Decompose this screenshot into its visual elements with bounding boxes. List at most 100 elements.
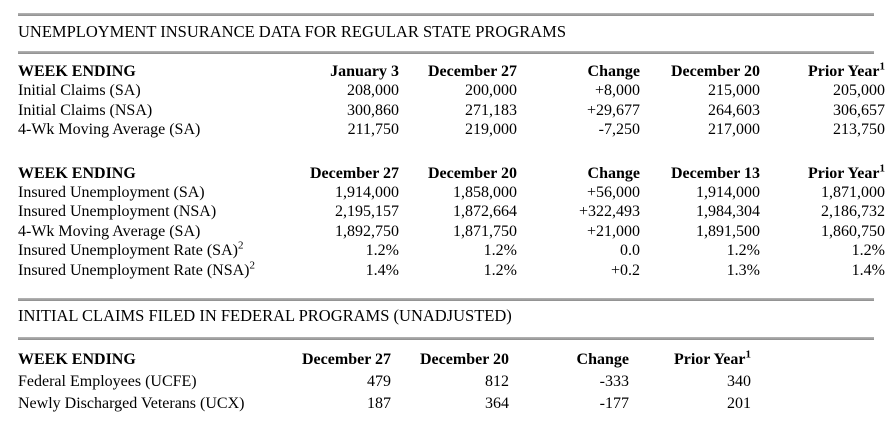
- cell-value: 1.2%: [851, 242, 885, 260]
- header-prior-year-label: Prior Year: [807, 164, 880, 182]
- divider-top: [18, 13, 874, 16]
- cell-value: +0.2: [610, 261, 640, 279]
- header-december-27: December 27: [310, 164, 399, 182]
- header-december-20: December 20: [428, 164, 517, 182]
- cell-value: -333: [599, 373, 629, 391]
- table-row-ucx: Newly Discharged Veterans (UCX) 187 364 …: [18, 393, 751, 415]
- cell-value: 1,914,000: [696, 184, 760, 202]
- state-programs-section-title: UNEMPLOYMENT INSURANCE DATA FOR REGULAR …: [18, 22, 567, 41]
- cell-value: 1,871,000: [821, 184, 885, 202]
- header-december-27: December 27: [428, 63, 517, 80]
- table-row-initial-claims-nsa: Initial Claims (NSA) 300,860 271,183 +29…: [18, 101, 885, 120]
- cell-value: +29,677: [586, 101, 640, 119]
- header-prior-year: Prior Year1: [629, 349, 751, 371]
- cell-value: 208,000: [347, 82, 399, 100]
- header-week-ending: WEEK ENDING: [18, 63, 136, 80]
- footnote-marker: 1: [745, 348, 752, 361]
- cell-value: 340: [727, 373, 751, 391]
- cell-value: 1,914,000: [335, 184, 399, 202]
- cell-value: 200,000: [465, 82, 517, 100]
- cell-value: 217,000: [708, 121, 760, 139]
- row-label: Federal Employees (UCFE): [18, 371, 263, 393]
- initial-claims-header-row: WEEK ENDING January 3 December 27 Change…: [18, 61, 885, 81]
- header-january-3: January 3: [330, 63, 399, 80]
- header-december-20: December 20: [420, 351, 509, 369]
- table-row-ucfe: Federal Employees (UCFE) 479 812 -333 34…: [18, 371, 751, 393]
- cell-value: 201: [727, 395, 751, 413]
- insured-unemployment-table: WEEK ENDING December 27 December 20 Chan…: [18, 162, 886, 280]
- insured-unemployment-header-row: WEEK ENDING December 27 December 20 Chan…: [18, 162, 886, 183]
- row-label: Insured Unemployment (SA): [18, 183, 263, 202]
- cell-value: 1.2%: [365, 242, 399, 260]
- footnote-marker: 1: [879, 162, 886, 175]
- table-row-insured-sa: Insured Unemployment (SA) 1,914,000 1,85…: [18, 183, 885, 202]
- row-label: Initial Claims (SA): [18, 81, 263, 100]
- row-label-text: Insured Unemployment Rate (NSA): [18, 261, 250, 279]
- row-label: Initial Claims (NSA): [18, 101, 263, 120]
- cell-value: 211,750: [347, 121, 399, 139]
- cell-value: 1,984,304: [696, 203, 760, 221]
- header-december-20: December 20: [671, 63, 760, 80]
- federal-claims-header-row: WEEK ENDING December 27 December 20 Chan…: [18, 349, 751, 371]
- footnote-marker: 2: [237, 239, 244, 252]
- cell-value: 215,000: [708, 82, 760, 100]
- cell-value: +322,493: [578, 203, 640, 221]
- cell-value: 306,657: [833, 101, 885, 119]
- divider-below-federal-title: [18, 337, 874, 341]
- cell-value: -177: [599, 395, 629, 413]
- row-label: 4-Wk Moving Average (SA): [18, 120, 263, 139]
- header-change: Change: [576, 351, 629, 369]
- row-label-text: Insured Unemployment (SA): [18, 184, 205, 202]
- cell-value: 1.2%: [483, 242, 517, 260]
- divider-above-federal-title: [18, 298, 874, 302]
- row-label-text: Insured Unemployment (NSA): [18, 203, 217, 221]
- table-row-insured-nsa: Insured Unemployment (NSA) 2,195,157 1,8…: [18, 202, 885, 221]
- row-label-text: Federal Employees (UCFE): [18, 373, 197, 391]
- row-label-text: Newly Discharged Veterans (UCX): [18, 395, 245, 413]
- row-label: 4-Wk Moving Average (SA): [18, 222, 263, 241]
- cell-value: 213,750: [833, 121, 885, 139]
- cell-value: +56,000: [586, 184, 640, 202]
- federal-programs-section-title: INITIAL CLAIMS FILED IN FEDERAL PROGRAMS…: [18, 306, 512, 326]
- row-label: Newly Discharged Veterans (UCX): [18, 393, 263, 415]
- table-row-insured-rate-sa: Insured Unemployment Rate (SA)2 1.2% 1.2…: [18, 239, 885, 260]
- header-change: Change: [587, 164, 640, 182]
- cell-value: 205,000: [833, 82, 885, 100]
- cell-value: 0.0: [620, 242, 640, 260]
- row-label: Insured Unemployment Rate (SA)2: [18, 239, 263, 260]
- header-prior-year-label: Prior Year: [807, 63, 880, 80]
- row-label: Insured Unemployment Rate (NSA)2: [18, 259, 263, 280]
- cell-value: 479: [367, 373, 391, 391]
- row-label-text: Initial Claims (SA): [18, 82, 141, 100]
- header-december-27: December 27: [302, 351, 391, 369]
- cell-value: 300,860: [347, 101, 399, 119]
- header-change: Change: [587, 63, 640, 80]
- cell-value: 2,195,157: [335, 203, 399, 221]
- table-row-4wk-average-sa: 4-Wk Moving Average (SA) 1,892,750 1,871…: [18, 222, 885, 241]
- header-december-13: December 13: [671, 164, 760, 182]
- cell-value: 1,860,750: [821, 222, 885, 240]
- divider-below-state-title: [18, 51, 874, 54]
- cell-value: 1.3%: [726, 261, 760, 279]
- row-label-text: Insured Unemployment Rate (SA): [18, 242, 238, 260]
- cell-value: 1,892,750: [335, 222, 399, 240]
- table-row-initial-claims-sa: Initial Claims (SA) 208,000 200,000 +8,0…: [18, 81, 885, 100]
- header-prior-year-label: Prior Year: [673, 351, 746, 369]
- cell-value: 187: [367, 395, 391, 413]
- cell-value: 2,186,732: [821, 203, 885, 221]
- row-label: Insured Unemployment (NSA): [18, 202, 263, 221]
- header-prior-year: Prior Year1: [760, 61, 885, 81]
- cell-value: 1.2%: [726, 242, 760, 260]
- cell-value: 219,000: [465, 121, 517, 139]
- table-row-insured-rate-nsa: Insured Unemployment Rate (NSA)2 1.4% 1.…: [18, 259, 885, 280]
- cell-value: 264,603: [708, 101, 760, 119]
- cell-value: -7,250: [598, 121, 640, 139]
- cell-value: +8,000: [594, 82, 640, 100]
- cell-value: +21,000: [586, 222, 640, 240]
- header-week-ending: WEEK ENDING: [18, 164, 136, 182]
- cell-value: 364: [485, 395, 509, 413]
- row-label-text: 4-Wk Moving Average (SA): [18, 222, 201, 240]
- cell-value: 1,858,000: [453, 184, 517, 202]
- footnote-marker: 2: [249, 259, 256, 272]
